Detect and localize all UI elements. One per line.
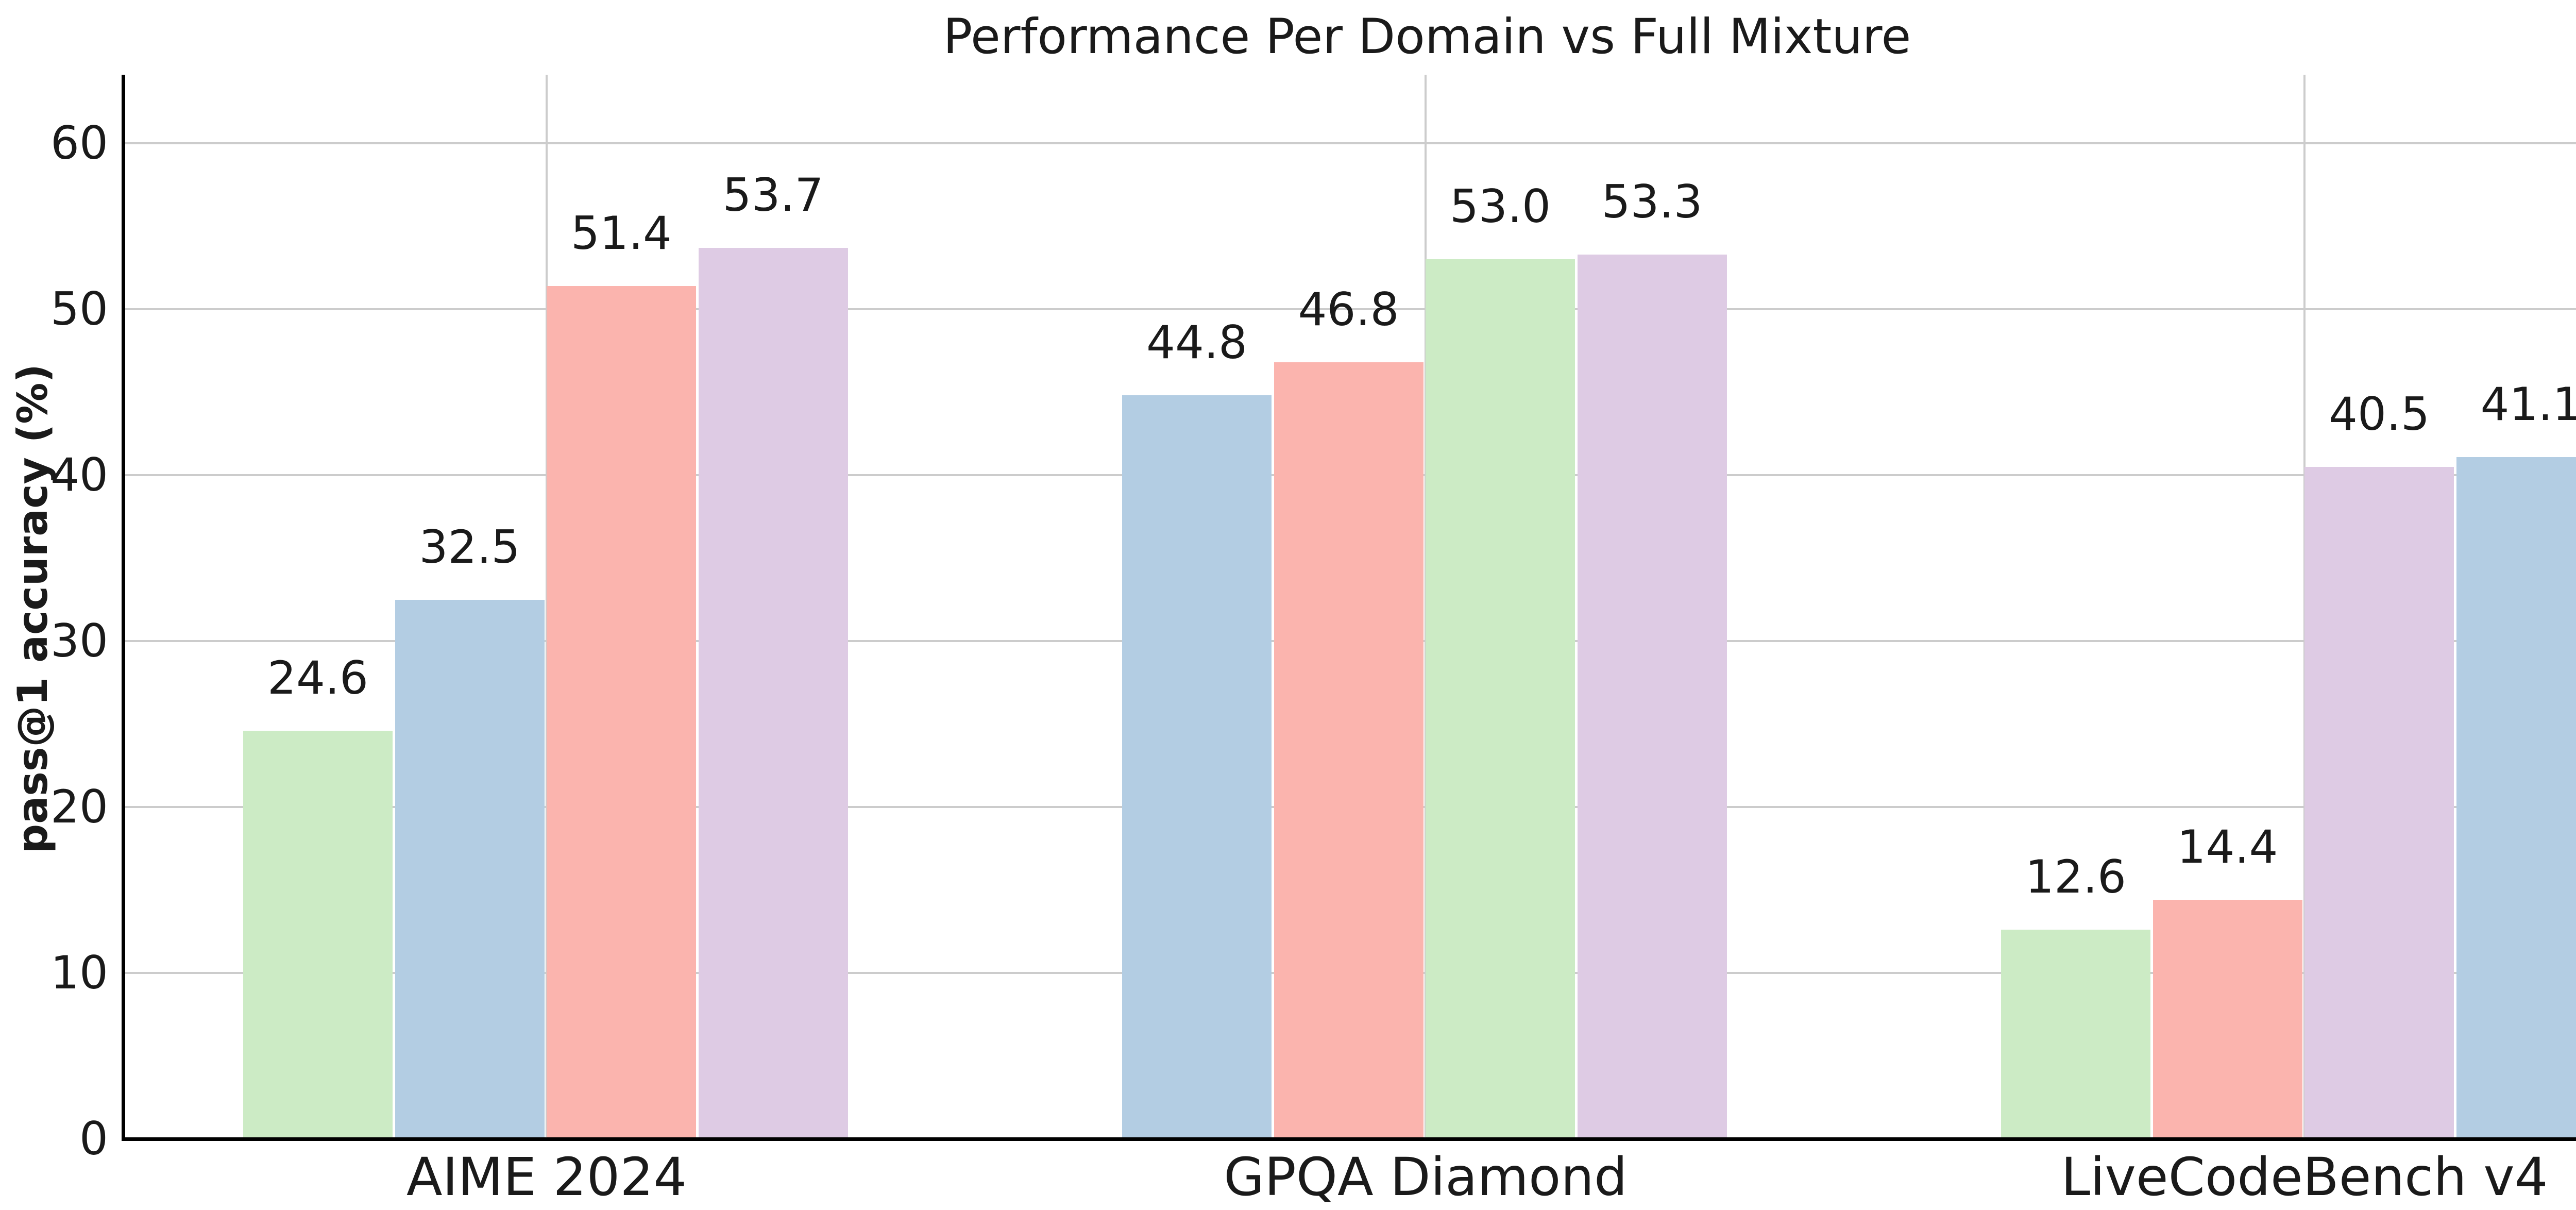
- bar-mix-1: [698, 247, 848, 1137]
- bar-value-label: 24.6: [267, 651, 368, 704]
- y-tick-label: 40: [50, 448, 108, 501]
- bar-code-2: [1122, 395, 1272, 1137]
- y-axis-spine: [122, 75, 125, 1141]
- bar-value-label: 44.8: [1146, 316, 1247, 369]
- bar-science-2: [1426, 259, 1575, 1137]
- bar-science-1: [243, 730, 393, 1137]
- x-tick-label: AIME 2024: [406, 1147, 687, 1208]
- y-tick-label: 30: [50, 614, 108, 667]
- bar-value-label: 53.0: [1450, 180, 1551, 233]
- chart-title: Performance Per Domain vs Full Mixture: [943, 9, 1911, 65]
- y-tick-label: 50: [50, 282, 108, 335]
- bar-math-2: [1274, 362, 1423, 1137]
- bar-value-label: 32.5: [419, 520, 520, 574]
- y-gridline: [122, 308, 2576, 310]
- bar-value-label: 40.5: [2329, 387, 2430, 441]
- bar-value-label: 41.1: [2480, 377, 2576, 431]
- bar-value-label: 12.6: [2025, 850, 2126, 904]
- bar-value-label: 53.3: [1601, 175, 1703, 228]
- y-tick-label: 0: [79, 1112, 108, 1165]
- bar-value-label: 51.4: [571, 206, 672, 260]
- bar-value-label: 46.8: [1298, 283, 1399, 337]
- x-axis-spine: [122, 1137, 2576, 1141]
- y-gridline: [122, 142, 2576, 144]
- y-axis-label: pass@1 accuracy (%): [9, 364, 57, 853]
- y-tick-label: 60: [50, 116, 108, 170]
- bar-math-3: [2153, 900, 2302, 1137]
- x-tick-label: GPQA Diamond: [1224, 1147, 1628, 1208]
- bar-value-label: 14.4: [2177, 820, 2278, 874]
- y-tick-label: 10: [50, 946, 108, 999]
- bar-value-label: 53.7: [722, 168, 824, 222]
- bar-code-3: [2456, 457, 2576, 1137]
- bar-science-3: [2001, 930, 2150, 1137]
- bar-mix-3: [2304, 466, 2454, 1137]
- bar-math-1: [547, 285, 696, 1137]
- bar-code-1: [395, 599, 545, 1137]
- bar-mix-2: [1577, 254, 1727, 1137]
- x-tick-label: LiveCodeBench v4: [2061, 1147, 2548, 1208]
- y-tick-label: 20: [50, 780, 108, 833]
